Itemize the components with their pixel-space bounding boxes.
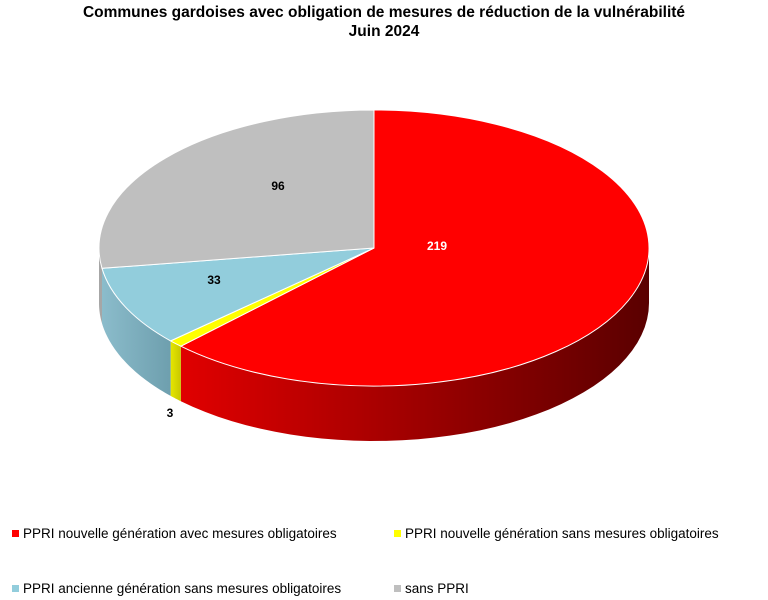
legend-label: PPRI nouvelle génération avec mesures ob… — [23, 526, 337, 541]
data-label-4: 96 — [271, 179, 285, 193]
pie-side-2 — [170, 340, 181, 402]
legend-item: PPRI nouvelle génération sans mesures ob… — [394, 526, 719, 541]
chart-title: Communes gardoises avec obligation de me… — [0, 3, 768, 41]
pie-slice-1 — [179, 109, 650, 387]
legend-item: sans PPRI — [394, 581, 469, 596]
legend-item: PPRI nouvelle génération avec mesures ob… — [12, 526, 337, 541]
chart-subtitle: Juin 2024 — [348, 23, 420, 40]
legend-label: PPRI ancienne génération sans mesures ob… — [23, 581, 342, 596]
legend-swatch — [12, 585, 19, 592]
data-label-1: 219 — [427, 239, 447, 253]
pie-side-1 — [180, 248, 650, 441]
legend-label: sans PPRI — [405, 581, 469, 596]
legend-swatch — [394, 585, 401, 592]
data-label-3: 33 — [207, 273, 221, 287]
legend-label: PPRI nouvelle génération sans mesures ob… — [405, 526, 719, 541]
legend-swatch — [12, 530, 19, 537]
data-label-2: 3 — [167, 406, 174, 420]
legend-item: PPRI ancienne génération sans mesures ob… — [12, 581, 341, 596]
pie-slice-3 — [101, 247, 375, 342]
chart-title-line: Communes gardoises avec obligation de me… — [82, 4, 686, 21]
pie-slice-4 — [98, 109, 375, 269]
legend-swatch — [394, 530, 401, 537]
